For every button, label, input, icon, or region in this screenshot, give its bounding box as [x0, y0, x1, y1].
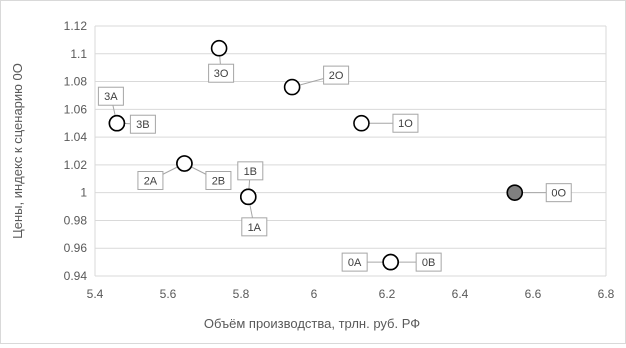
y-tick-label: 1	[80, 186, 87, 200]
point-0o-label: 0O	[551, 188, 566, 200]
y-tick-label: 1.04	[64, 130, 88, 144]
point-3b-label-box	[129, 114, 156, 134]
y-tick-label: 1.02	[64, 158, 88, 172]
x-tick-label: 6.2	[379, 287, 396, 301]
point-2a-label-box	[137, 171, 164, 190]
x-tick-label: 5.4	[87, 287, 104, 301]
point-3a-label: 3A	[104, 91, 118, 103]
y-tick-label: 1.06	[64, 102, 88, 116]
point-3a-label-box	[97, 86, 124, 106]
point-2o-label-box	[323, 65, 350, 85]
point-1b-label-box	[237, 161, 264, 181]
x-axis-title: Объём производства, трлн. руб. РФ	[204, 316, 420, 331]
x-tick-label: 6.6	[525, 287, 542, 301]
y-tick-label: 1.1	[70, 47, 87, 61]
x-tick-label: 5.6	[160, 287, 177, 301]
point-2o-marker	[283, 78, 301, 96]
y-axis-title: Цены, индекс к сценарию 0O	[10, 63, 25, 239]
point-3o-marker	[210, 39, 228, 57]
point-3b-label: 3B	[136, 119, 149, 131]
point-0o-marker	[506, 184, 524, 201]
data-labels: 0O 1O 2O 3O 0A 0B 1A 1B 2A 2B 3A 3B	[97, 63, 572, 272]
y-tick-label: 1.08	[64, 75, 88, 89]
y-tick-label: 0.98	[64, 213, 88, 227]
point-3o-label-box	[208, 63, 235, 83]
point-1o-label: 1O	[398, 118, 413, 130]
point-3o-label: 3O	[214, 68, 229, 80]
point-1b-label: 1B	[244, 166, 257, 178]
x-axis-ticks: 5.4 5.6 5.8 6 6.2 6.4 6.6 6.8	[87, 287, 615, 301]
point-0a-label: 0A	[348, 257, 362, 269]
point-0o-label-box	[545, 183, 572, 203]
point-1a-label: 1A	[248, 222, 262, 234]
x-tick-label: 6	[311, 287, 318, 301]
point-0b-marker	[382, 253, 399, 271]
x-tick-label: 6.4	[452, 287, 469, 301]
scatter-chart: 0.94 0.96 0.98 1 1.02 1.04 1.06 1.08 1.1 1.12 5.4…	[10, 19, 615, 331]
point-1a-label-box	[241, 217, 268, 237]
point-0b-label: 0B	[422, 257, 435, 269]
x-tick-label: 6.8	[598, 287, 615, 301]
point-0b-label-box	[415, 252, 442, 272]
point-2b-marker	[176, 155, 193, 172]
point-2b-label-box	[205, 171, 232, 190]
y-axis-ticks: 0.94 0.96 0.98 1 1.02 1.04 1.06 1.08 1.1 1.12	[64, 19, 88, 283]
point-2b-label: 2B	[212, 176, 225, 188]
data-points	[108, 39, 524, 271]
point-0a-label-box	[341, 252, 368, 272]
point-1b-marker	[240, 188, 257, 206]
point-3b-marker	[108, 114, 126, 132]
point-1o-label-box	[392, 113, 419, 133]
gridlines	[94, 25, 607, 277]
point-1o-marker	[353, 114, 370, 132]
y-tick-label: 0.94	[64, 269, 88, 283]
point-2o-label: 2O	[329, 70, 344, 82]
x-tick-label: 5.8	[233, 287, 250, 301]
y-tick-label: 1.12	[64, 19, 88, 33]
y-tick-label: 0.96	[64, 241, 88, 255]
point-2a-label: 2A	[144, 176, 158, 188]
